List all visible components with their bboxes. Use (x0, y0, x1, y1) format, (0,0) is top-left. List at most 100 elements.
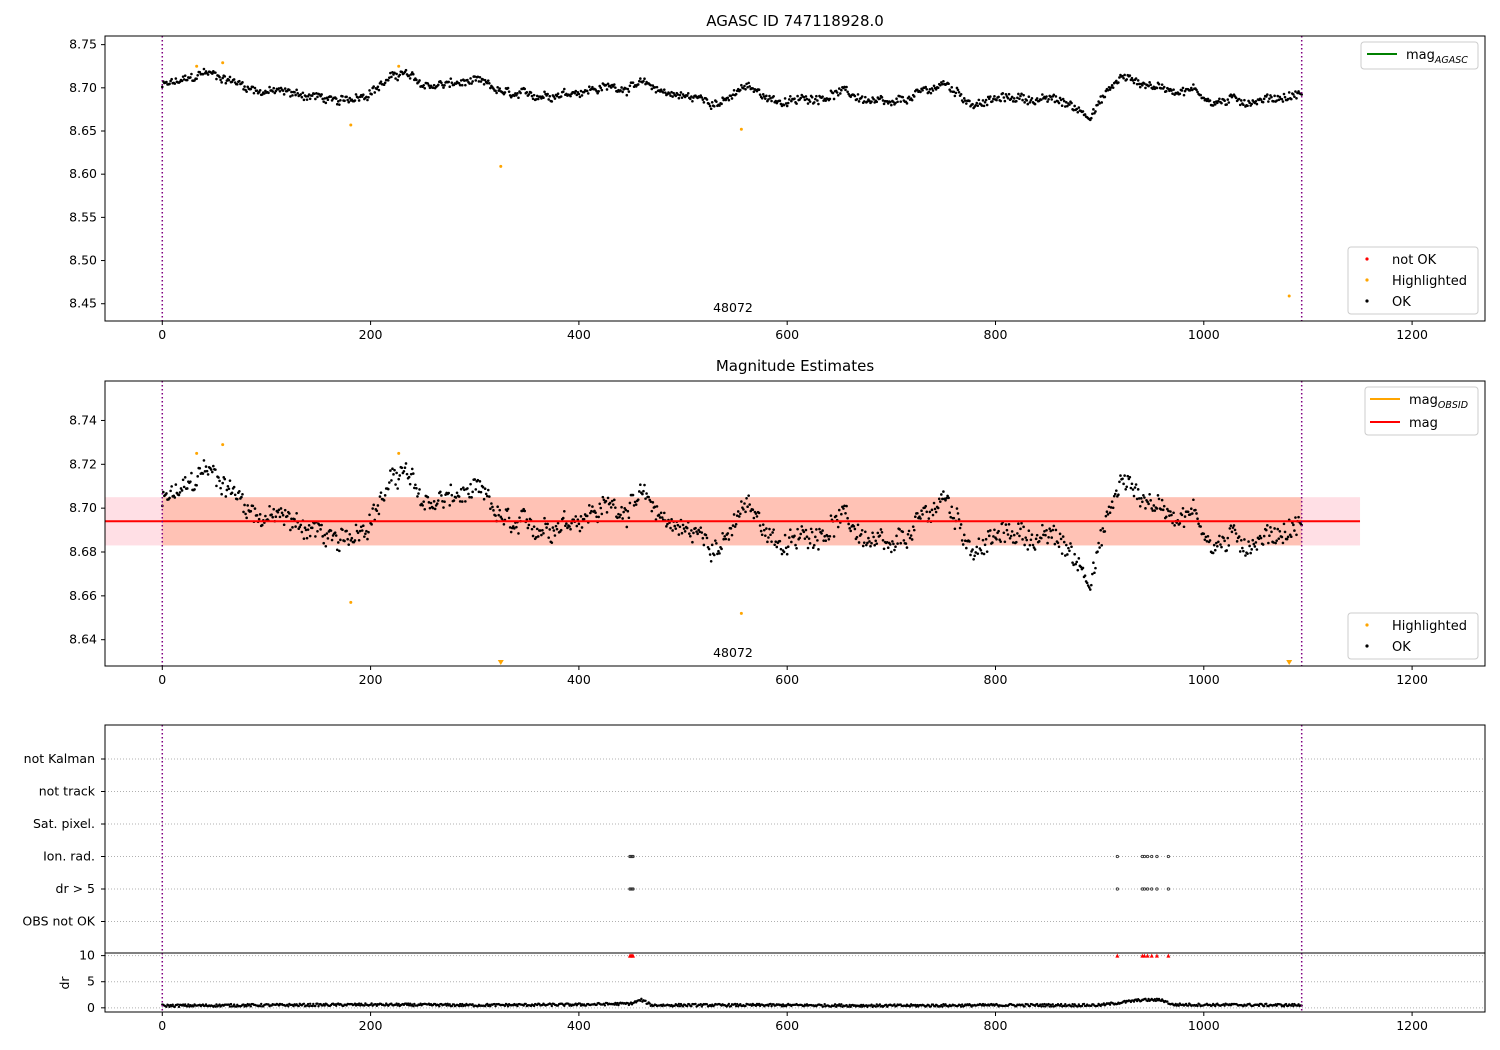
ok-point (1293, 95, 1296, 98)
ok-point (556, 92, 560, 96)
ok-point (1249, 551, 1252, 555)
ok-point (506, 507, 510, 511)
ok-point (807, 537, 811, 540)
ok-point (908, 536, 912, 540)
ok-point (678, 525, 682, 529)
ok-point (767, 536, 770, 539)
ok-point (1076, 568, 1080, 572)
ok-point (173, 82, 177, 85)
ok-point (1058, 96, 1062, 100)
ok-point (246, 85, 249, 89)
flag-point (1142, 854, 1147, 859)
ok-point (346, 537, 349, 541)
ok-point (1034, 537, 1038, 541)
ok-point (765, 527, 768, 530)
ok-point (1233, 528, 1237, 532)
ok-point (574, 89, 578, 93)
ok-point (460, 500, 464, 503)
ok-point (1199, 93, 1202, 97)
ok-point (804, 528, 808, 532)
ok-point (650, 87, 654, 91)
ok-point (732, 513, 736, 516)
ok-point (431, 86, 435, 90)
ok-point (1171, 521, 1174, 525)
flags-frame (104, 724, 1486, 1013)
ok-point (844, 88, 847, 92)
ok-point (818, 527, 821, 531)
ok-point (977, 537, 981, 541)
ok-point (422, 500, 426, 503)
ok-point (396, 78, 399, 82)
ok-point (590, 509, 593, 513)
ok-point (1077, 106, 1081, 109)
dr-point (941, 1005, 944, 1008)
ok-point (282, 93, 286, 96)
dr-point (177, 1005, 181, 1009)
ok-point (707, 547, 711, 551)
dr-point (1023, 1005, 1026, 1008)
ok-point (489, 86, 492, 90)
ok-point (690, 529, 693, 532)
ok-point (394, 483, 397, 486)
ok-point (357, 538, 361, 542)
ok-point (1273, 527, 1276, 530)
ok-point (1134, 483, 1138, 486)
ok-point (367, 530, 370, 534)
dr-point (227, 1003, 231, 1006)
ok-point (1121, 477, 1124, 481)
dr-point (445, 1004, 448, 1007)
ok-point (359, 525, 363, 529)
ok-point (604, 83, 608, 87)
ok-point (774, 99, 778, 103)
ok-point (1099, 528, 1102, 532)
ok-point (295, 511, 298, 515)
ok-point (992, 97, 995, 101)
ok-point (193, 488, 196, 491)
ok-point (839, 92, 842, 95)
ok-point (568, 525, 571, 528)
ok-point (1062, 99, 1066, 103)
ok-point (203, 470, 207, 473)
ok-point (743, 502, 746, 505)
ok-point (794, 543, 797, 547)
ok-point (1213, 548, 1217, 552)
flag-row-label: Ion. rad. (43, 849, 95, 864)
ok-point (664, 91, 667, 94)
ok-point (353, 539, 357, 542)
dr-point (1196, 1004, 1199, 1008)
dr-point (1076, 1005, 1079, 1008)
ok-point (1250, 548, 1254, 551)
ok-point (375, 87, 379, 91)
ok-point (784, 546, 788, 550)
ok-point (1182, 93, 1186, 97)
ok-point (802, 95, 806, 99)
ok-point (515, 525, 518, 529)
flag-row-label: dr > 5 (56, 881, 95, 896)
ok-point (980, 104, 984, 107)
ok-point (682, 527, 686, 530)
ok-point (789, 95, 792, 98)
ok-point (597, 89, 600, 93)
not-ok-legend-marker (1365, 257, 1369, 261)
ok-point (293, 90, 296, 94)
ok-point (341, 95, 344, 98)
ok-point (1050, 98, 1054, 101)
ok-point (963, 539, 967, 542)
dr-clipped-marker (1149, 953, 1154, 958)
ok-point (489, 507, 492, 511)
ok-point (1083, 574, 1087, 577)
ok-point (645, 492, 648, 495)
ok-point (726, 532, 730, 535)
ok-point (899, 100, 903, 103)
ok-point (1003, 540, 1007, 544)
ok-point (483, 78, 487, 82)
ok-point (1057, 545, 1061, 549)
ok-point (1218, 97, 1221, 101)
dr-point (461, 1002, 464, 1006)
ok-point (1252, 542, 1256, 546)
ok-point (1173, 524, 1176, 527)
ok-point (1096, 103, 1099, 107)
magnitude-legend-bottom: Highlighted OK (1347, 612, 1479, 660)
ok-point (305, 98, 309, 101)
